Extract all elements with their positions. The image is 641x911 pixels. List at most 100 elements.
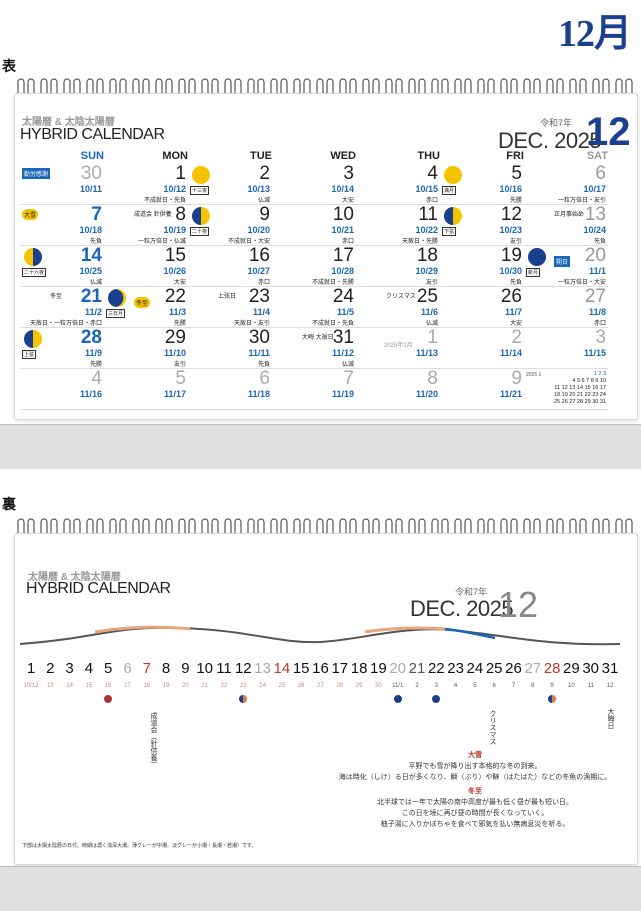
day-cell: 16 10/27 赤口 xyxy=(188,246,272,287)
timeline-day: 25 xyxy=(485,660,503,677)
note-taisetsu-heading: 大雪 xyxy=(468,752,482,759)
day-cell: 4 11/16 xyxy=(20,369,104,410)
timeline-day: 5 xyxy=(104,660,113,677)
binding-rings-front xyxy=(14,78,634,102)
day-number: 1 xyxy=(175,163,186,184)
timeline-lunar: 8 xyxy=(531,683,535,689)
timeline-day: 9 xyxy=(181,660,190,677)
day-number: 29 xyxy=(164,327,186,348)
rokuyo: 不成就日・先負 xyxy=(143,198,186,204)
rokuyo: 赤口 xyxy=(257,280,270,286)
note-toji-line2: この日を境に再び昼の時間が長くなっていく。 xyxy=(401,810,549,817)
day-number: 6 xyxy=(595,163,606,184)
day-cell: 8 11/20 xyxy=(356,369,440,410)
timeline-day: 14 xyxy=(273,660,291,677)
month-number: 12 xyxy=(586,110,631,154)
lunar-date: 10/11 xyxy=(79,184,102,194)
lunar-date: 11/8 xyxy=(588,307,606,317)
weekday-fri: FRI xyxy=(506,150,524,162)
timeline-lunar: 6 xyxy=(492,683,496,689)
day-number: 2 xyxy=(259,163,270,184)
timeline-day: 13 xyxy=(254,660,271,677)
timeline-day: 24 xyxy=(466,660,484,677)
footnote: 下部は太陽太陰暦の日付。時期は濃く浅深大潮。薄グレーが中潮、淡グレーが小潮・長潮… xyxy=(22,843,257,849)
back-reiwa-year: 令和7年 xyxy=(455,587,488,597)
month-year-label: DEC. 2025 xyxy=(498,128,602,153)
timeline-lunar: 12 xyxy=(606,683,614,689)
day-cell: 11 10/22 天赦日・先勝 xyxy=(356,205,440,246)
lunar-date: 11/4 xyxy=(252,307,270,317)
timeline-day: 27 xyxy=(524,660,542,677)
lunar-date: 10/15 xyxy=(415,184,438,194)
moon-label: 新月 xyxy=(526,268,541,277)
day-cell: 10 10/21 赤口 xyxy=(272,205,356,246)
weekday-sun: SUN xyxy=(80,150,104,162)
holiday-badge: 冬至 xyxy=(134,297,151,308)
timeline-lunar: 5 xyxy=(473,683,477,689)
rokuyo: 仏滅 xyxy=(257,198,270,204)
day-cell: 3 10/14 大安 xyxy=(272,164,356,205)
timeline-lunar: 14 xyxy=(66,683,73,689)
day-number: 5 xyxy=(511,163,522,184)
moon-phase-icon xyxy=(528,248,546,266)
rokuyo: 仏滅 xyxy=(341,362,354,368)
rokuyo: 大安 xyxy=(509,321,522,327)
lunar-date: 11/20 xyxy=(415,389,438,399)
day-number: 30 xyxy=(80,163,102,184)
rokuyo: 赤口 xyxy=(593,321,606,327)
day-cell: 15 10/26 大安 xyxy=(104,246,188,287)
lunar-date: 11/2 xyxy=(84,307,102,317)
lunar-date: 10/26 xyxy=(163,266,186,276)
lunar-date: 11/14 xyxy=(499,348,522,358)
timeline-day: 11 xyxy=(216,660,232,677)
lunar-date: 11/15 xyxy=(583,348,606,358)
timeline-moon-icon xyxy=(548,695,557,703)
timeline-lunar: 30 xyxy=(375,683,382,689)
moon-phase-icon xyxy=(108,289,126,307)
timeline-lunar: 13 xyxy=(46,683,54,689)
day-cell: 19 10/30 先負 xyxy=(440,246,524,287)
lunar-date: 10/27 xyxy=(247,266,270,276)
day-number: 5 xyxy=(175,368,186,389)
rokuyo: 仏滅 xyxy=(425,321,438,327)
note-toji-heading: 冬至 xyxy=(468,788,482,795)
day-number: 3 xyxy=(343,163,354,184)
rokuyo: 大安 xyxy=(341,198,354,204)
timeline-day: 7 xyxy=(142,660,151,677)
day-cell: 冬至 21 11/2 天赦日・一粒万倍日・赤口 xyxy=(20,287,104,328)
event-jodoe: 成道会（針供養） xyxy=(150,712,157,768)
day-event: 上弦日 xyxy=(218,294,237,300)
moon-phase-icon xyxy=(444,207,462,225)
holiday-badge: 朔日 xyxy=(554,256,571,267)
timeline-day: 4 xyxy=(84,660,94,677)
day-number: 2 xyxy=(511,327,522,348)
day-cell: 6 10/17 一粒万倍日・友引 xyxy=(524,164,608,205)
lunar-date: 10/19 xyxy=(163,225,186,235)
day-cell: 上弦 28 11/9 先勝 xyxy=(20,328,104,369)
timeline-lunar: 10/12 xyxy=(23,683,39,689)
lunar-date: 10/28 xyxy=(331,266,354,276)
moon-phase-icon xyxy=(192,166,210,184)
day-cell: 5 11/17 xyxy=(104,369,188,410)
holiday-badge: 大雪 xyxy=(22,209,39,220)
lunar-date: 10/22 xyxy=(415,225,438,235)
timeline-lunar: 4 xyxy=(453,683,458,689)
lunar-date: 10/18 xyxy=(79,225,102,235)
rokuyo: 友引 xyxy=(425,280,438,286)
timeline-moon-icon xyxy=(432,695,441,703)
timeline-day: 3 xyxy=(65,660,74,677)
rokuyo: 天赦日・先勝 xyxy=(401,239,438,245)
rokuyo: 仏滅 xyxy=(89,280,102,286)
timeline-lunar: 21 xyxy=(201,683,209,689)
day-number: 23 xyxy=(248,286,270,307)
lunar-date: 11/11 xyxy=(248,348,270,358)
day-cell: 24 11/5 不成就日・先負 xyxy=(272,287,356,328)
day-number: 21 xyxy=(80,286,102,307)
day-number: 7 xyxy=(91,204,102,225)
moon-label: 満月 xyxy=(442,186,457,195)
day-cell: 十三夜 2 10/13 仏滅 xyxy=(188,164,272,205)
event-omisoka: 大晦日 xyxy=(607,708,614,729)
day-cell: 二十六夜 14 10/25 仏滅 xyxy=(20,246,104,287)
timeline-lunar: 24 xyxy=(259,683,266,689)
